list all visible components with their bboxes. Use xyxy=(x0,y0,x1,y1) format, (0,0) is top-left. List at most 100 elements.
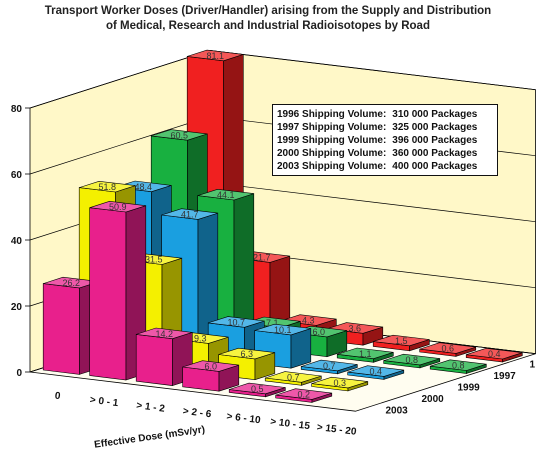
legend-entry-1997: 1997 Shipping Volume: 325 000 Packages xyxy=(277,121,493,134)
data-label: 4.3 xyxy=(302,316,315,326)
bar-2003-5: 0.2 xyxy=(275,388,333,403)
depth-tick-label: 1 xyxy=(530,359,536,370)
chart-title: Transport Worker Doses (Driver/Handler) … xyxy=(0,4,536,34)
data-label: 21.7 xyxy=(253,253,271,263)
depth-tick-label: 2000 xyxy=(422,394,445,405)
bar-top xyxy=(161,208,218,220)
bar-1999-4: 0.7 xyxy=(300,359,358,375)
bar-top xyxy=(208,316,265,328)
bar-top xyxy=(218,347,275,360)
x-axis-label: Effective Dose (mSv/yr) xyxy=(94,424,206,450)
bar-top xyxy=(430,359,487,371)
legend-entry-2003: 2003 Shipping Volume: 400 000 Packages xyxy=(277,160,493,173)
bar-2003-3: 6.0 xyxy=(182,360,240,392)
data-label: 50.9 xyxy=(109,202,127,212)
legend-entry-1996: 1996 Shipping Volume: 310 000 Packages xyxy=(277,108,493,121)
bar-top xyxy=(326,322,383,334)
data-label: 0.8 xyxy=(405,355,418,365)
bar-front xyxy=(135,334,173,386)
bar-top xyxy=(265,371,322,383)
y-tick-label: 80 xyxy=(11,104,23,115)
data-label: 6.0 xyxy=(312,327,325,337)
bar-1996-4: 1.5 xyxy=(372,334,430,352)
bar-front xyxy=(89,207,127,381)
data-label: 10.7 xyxy=(227,317,245,327)
bar-top xyxy=(301,359,358,372)
data-label: 0.7 xyxy=(287,372,300,382)
data-label: 31.5 xyxy=(145,255,163,265)
bar-1999-3: 10.1 xyxy=(254,323,312,369)
legend-value: 360 000 Packages xyxy=(392,148,478,159)
data-label: 10.1 xyxy=(274,325,292,335)
bar-top xyxy=(136,327,193,340)
bar-top xyxy=(151,129,208,141)
legend-value: 325 000 Packages xyxy=(392,122,478,133)
data-label: 51.8 xyxy=(98,182,116,192)
data-label: 0.6 xyxy=(441,344,454,354)
bar-top xyxy=(115,180,172,193)
bar-side xyxy=(290,328,312,369)
data-label: 1.5 xyxy=(395,336,408,346)
data-label: 60.5 xyxy=(170,130,188,140)
bar-top xyxy=(383,353,440,366)
legend-value: 310 000 Packages xyxy=(392,109,478,120)
chart-bars: 81.1 21.7 4.3 3.6 1.5 0.6 0.4 60.5 44.1 7.1 6.0 1.1… xyxy=(42,49,523,403)
chart-title-line-1: Transport Worker Doses (Driver/Handler) … xyxy=(44,5,492,17)
data-label: 26.2 xyxy=(62,278,80,288)
chart-title-line-2: of Medical, Research and Industrial Radi… xyxy=(106,20,430,32)
legend-label: 2003 Shipping Volume: xyxy=(277,161,387,172)
x-tick-label: > 1 - 2 xyxy=(136,400,166,414)
x-tick-label: > 15 - 20 xyxy=(316,422,357,438)
bar-top xyxy=(373,334,430,347)
bar-top xyxy=(311,376,368,389)
bar-top xyxy=(254,323,311,336)
depth-axis-labels: 2003 2000 1999 1997 1 xyxy=(386,359,536,416)
x-tick-label: 0 xyxy=(54,391,61,403)
legend-label: 2000 Shipping Volume: xyxy=(277,148,387,159)
bar-top xyxy=(275,388,332,400)
legend-entry-2000: 2000 Shipping Volume: 360 000 Packages xyxy=(277,147,493,160)
bar-top xyxy=(337,347,394,360)
legend-value: 396 000 Packages xyxy=(392,135,478,146)
x-tick-label: > 10 - 15 xyxy=(270,416,311,432)
data-label: 0.4 xyxy=(369,367,382,377)
data-label: 6.0 xyxy=(204,362,217,372)
bar-top xyxy=(197,188,254,201)
data-label: 9.3 xyxy=(194,334,207,344)
bar-top xyxy=(466,347,523,360)
depth-tick-label: 1999 xyxy=(458,382,481,393)
legend-value: 400 000 Packages xyxy=(392,161,478,172)
bar-top xyxy=(79,180,136,193)
bar-top xyxy=(229,382,286,395)
y-tick-label: 60 xyxy=(11,170,23,181)
data-label: 1.1 xyxy=(359,349,372,359)
y-axis-ticks: 0 20 40 60 80 xyxy=(11,104,23,379)
bar-2003-4: 0.5 xyxy=(228,382,286,398)
bar-top xyxy=(89,200,146,213)
data-label: 81.1 xyxy=(206,51,224,61)
legend-label: 1996 Shipping Volume: xyxy=(277,109,387,120)
data-label: 48.4 xyxy=(134,182,152,192)
legend-entry-1999: 1999 Shipping Volume: 396 000 Packages xyxy=(277,134,493,147)
bar-1997-6: 0.8 xyxy=(429,359,487,374)
data-label: 0.8 xyxy=(452,361,465,371)
bar-top xyxy=(182,360,239,372)
data-label: 7.1 xyxy=(266,318,279,328)
data-label: 0.7 xyxy=(323,361,336,371)
depth-tick-label: 2003 xyxy=(386,405,409,416)
bar-1997-4: 1.1 xyxy=(336,347,394,363)
data-label: 3.6 xyxy=(348,323,361,333)
bar-2003-2: 14.2 xyxy=(135,327,193,387)
bar-2000-4: 0.7 xyxy=(264,371,322,386)
data-label: 41.7 xyxy=(181,210,199,220)
x-tick-label: > 6 - 10 xyxy=(226,411,262,426)
bar-1997-5: 0.8 xyxy=(383,353,441,369)
data-label: 0.2 xyxy=(297,390,310,400)
bar-top xyxy=(187,49,244,62)
x-axis-categories: 0 > 0 - 1 > 1 - 2 > 2 - 6 > 6 - 10 > 10 - 15 >… xyxy=(54,391,357,438)
x-tick-label: > 2 - 6 xyxy=(182,406,212,420)
data-label: 0.4 xyxy=(488,349,501,359)
y-tick-label: 40 xyxy=(11,236,23,247)
bar-1999-5: 0.4 xyxy=(347,365,405,380)
y-tick-label: 20 xyxy=(11,302,23,313)
